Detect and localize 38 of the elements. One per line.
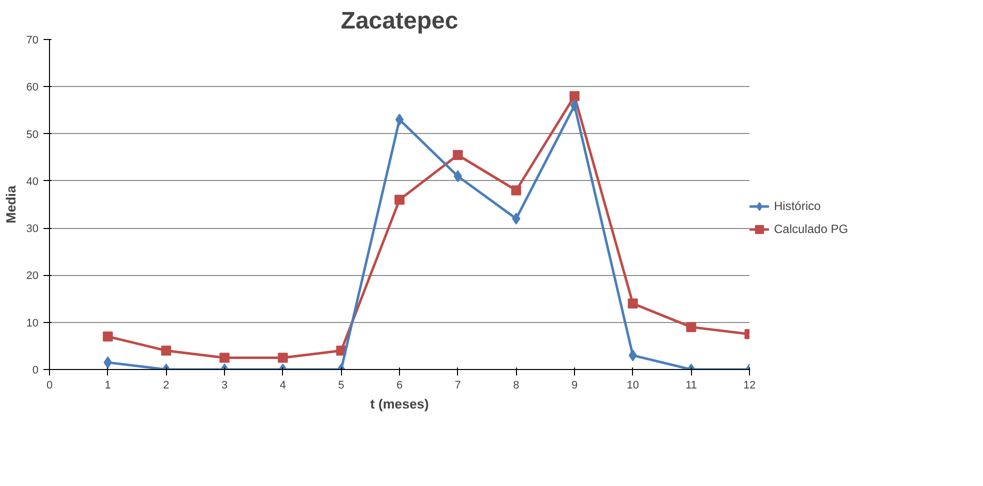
point <box>278 352 288 363</box>
y-tick-label: 50 <box>26 128 39 141</box>
point <box>570 100 579 112</box>
y-tick-label: 10 <box>26 317 39 330</box>
y-tick-label: 40 <box>26 176 39 188</box>
legend-label: Calculado PG <box>774 222 848 236</box>
x-tick-label: 9 <box>571 380 578 392</box>
point <box>686 322 696 332</box>
point <box>161 346 172 356</box>
point <box>220 352 230 363</box>
x-tick-label: 2 <box>163 380 170 392</box>
x-tick-label: 5 <box>338 380 344 392</box>
x-tick-label: 6 <box>396 380 403 392</box>
y-tick-label: 0 <box>32 364 39 376</box>
y-tick-label: 20 <box>26 270 39 282</box>
x-tick-label: 11 <box>685 380 697 392</box>
y-axis-title: Media <box>3 185 18 224</box>
point <box>511 185 522 196</box>
x-tick-label: 7 <box>454 380 461 392</box>
y-tick-label: 30 <box>26 223 39 236</box>
x-axis-title: t (meses) <box>370 396 429 412</box>
x-tick-label: 12 <box>743 380 756 392</box>
x-tick-label: 1 <box>104 380 111 392</box>
point <box>628 298 638 308</box>
x-tick-label: 0 <box>46 380 53 392</box>
legend-label: Histórico <box>774 199 821 213</box>
x-tick-label: 3 <box>221 380 228 392</box>
x-tick-label: 10 <box>626 380 639 392</box>
point <box>395 114 404 126</box>
chart-title: Zacatepec <box>340 8 458 34</box>
x-tick-label: 4 <box>280 380 286 392</box>
y-tick-label: 70 <box>26 34 39 46</box>
y-tick-label: 60 <box>26 82 39 94</box>
point <box>394 194 404 205</box>
x-tick-label: 8 <box>513 380 520 392</box>
point <box>570 91 580 102</box>
point <box>452 150 463 160</box>
point <box>102 332 113 342</box>
